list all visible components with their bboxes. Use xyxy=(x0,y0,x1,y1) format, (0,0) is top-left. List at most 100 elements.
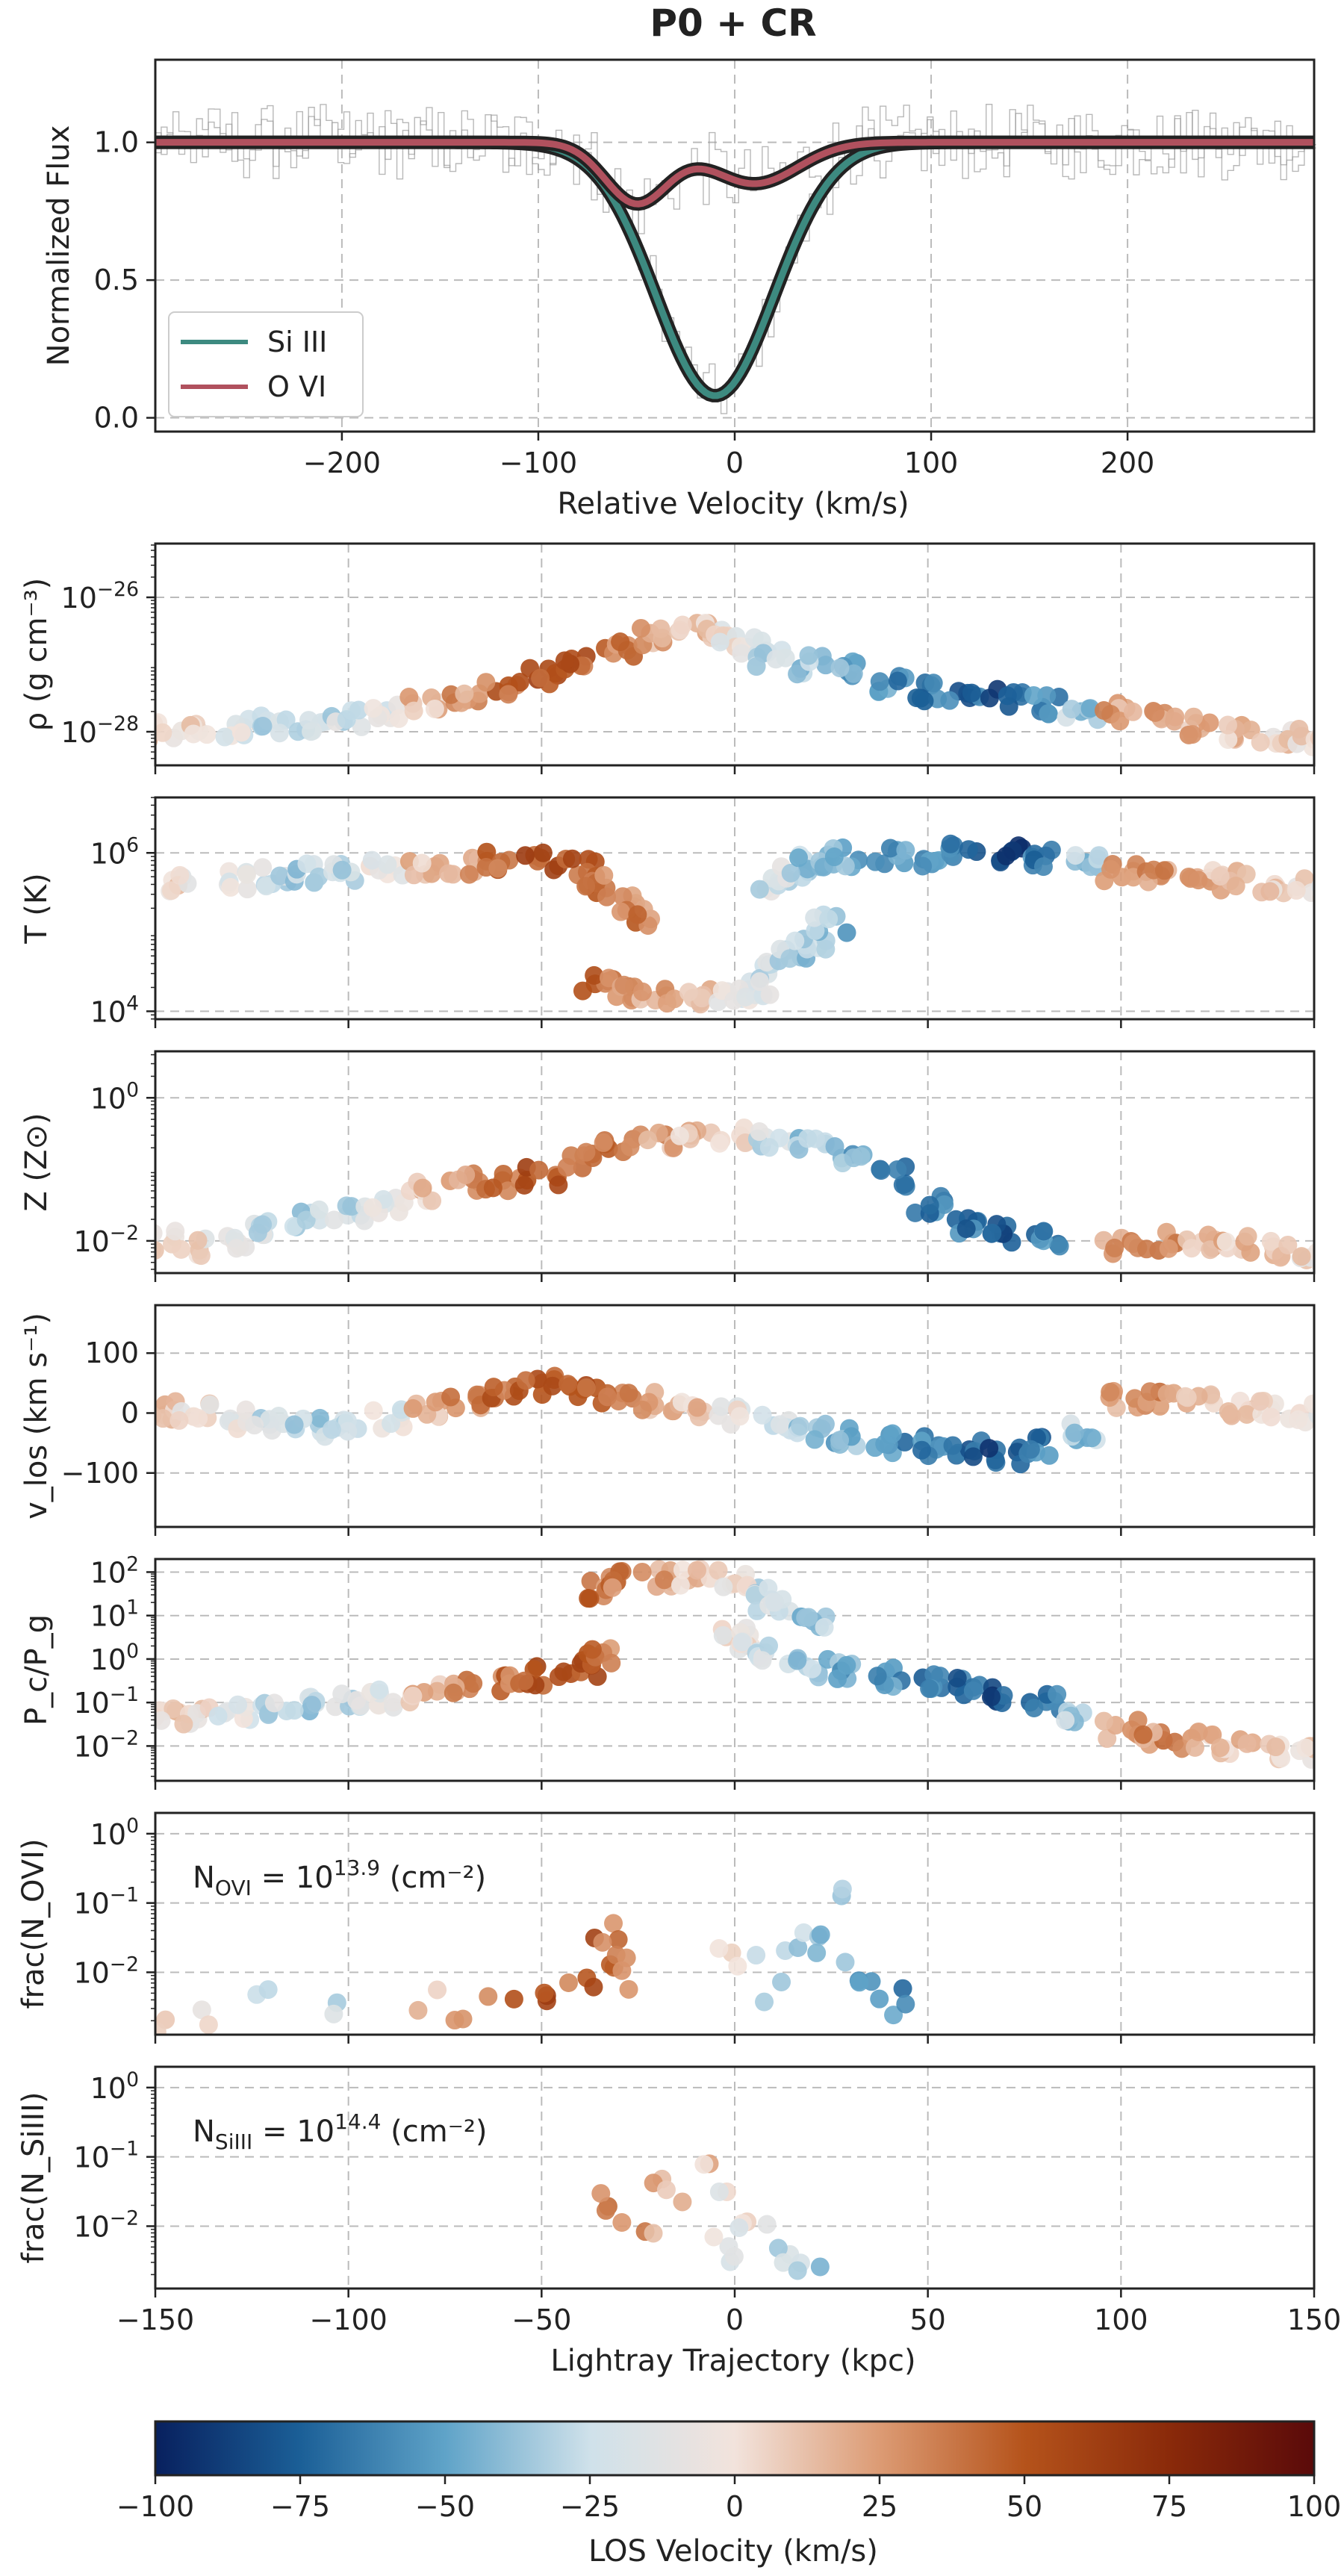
colorbar-tick-label: 50 xyxy=(1007,2490,1042,2523)
data-point xyxy=(197,725,217,744)
y-tick-label: 104 xyxy=(90,992,139,1028)
data-point xyxy=(868,1667,887,1686)
data-point xyxy=(1094,700,1113,720)
data-point xyxy=(559,1375,578,1394)
data-point xyxy=(906,1203,925,1222)
data-point xyxy=(1219,1402,1238,1422)
data-point xyxy=(941,834,960,853)
data-point xyxy=(963,1447,983,1466)
data-point xyxy=(870,1989,889,2009)
data-point xyxy=(557,1157,576,1177)
colorbar-label: LOS Velocity (km/s) xyxy=(588,2534,878,2569)
data-point xyxy=(1177,1388,1197,1407)
data-point xyxy=(309,1200,329,1219)
data-point xyxy=(184,724,203,744)
data-point xyxy=(352,717,371,736)
data-point xyxy=(221,877,240,897)
data-point xyxy=(389,709,408,728)
data-point xyxy=(799,1608,818,1627)
data-point xyxy=(815,1414,835,1434)
data-point xyxy=(1133,1725,1153,1744)
data-point xyxy=(1101,1382,1120,1401)
data-point xyxy=(750,1122,769,1142)
data-point xyxy=(1313,1245,1314,1251)
data-point xyxy=(533,843,553,862)
y-tick-label: 10−2 xyxy=(73,2207,139,2244)
data-point xyxy=(1056,1711,1075,1730)
data-point xyxy=(714,1577,733,1596)
data-point xyxy=(940,691,959,710)
data-point xyxy=(596,2200,615,2220)
data-point xyxy=(582,1640,602,1659)
data-point xyxy=(270,866,290,886)
data-point xyxy=(584,1977,603,1997)
data-point xyxy=(237,865,257,884)
data-point xyxy=(753,1651,772,1670)
data-point xyxy=(724,2247,744,2266)
data-point xyxy=(531,668,550,688)
data-point xyxy=(1226,877,1245,896)
data-point xyxy=(573,981,592,1001)
data-point xyxy=(799,646,818,665)
data-point xyxy=(794,1923,813,1942)
data-point xyxy=(253,858,273,877)
data-point xyxy=(603,1578,622,1597)
data-point xyxy=(912,1440,931,1460)
y-tick-label: 10−2 xyxy=(73,1222,139,1258)
colorbar-tick-label: 75 xyxy=(1151,2490,1187,2523)
data-point xyxy=(1065,1423,1084,1443)
data-point xyxy=(199,2015,218,2035)
data-point xyxy=(162,881,181,900)
data-point xyxy=(688,1398,707,1417)
data-point xyxy=(170,865,190,885)
data-point xyxy=(264,1693,284,1713)
data-point xyxy=(883,1424,902,1443)
data-point xyxy=(811,1925,830,1944)
data-point xyxy=(498,1181,517,1201)
y-axis-label: Normalized Flux xyxy=(42,125,76,367)
data-point xyxy=(602,1653,621,1673)
data-point xyxy=(788,2261,807,2280)
panels: −200 −100 0 100 200 0.0 0.5 1.0 Relative Velocit… xyxy=(16,58,1341,2378)
data-point xyxy=(805,908,824,927)
x-axis-label: Relative Velocity (km/s) xyxy=(557,487,909,521)
data-point xyxy=(728,1956,747,1976)
data-point xyxy=(710,1133,729,1153)
colorbar-gradient xyxy=(154,2420,1316,2477)
data-point xyxy=(555,651,574,671)
data-point xyxy=(1266,1737,1286,1757)
scatter-points xyxy=(155,1366,1314,1474)
column-density-annotation: NOVI = 1013.9 (cm⁻²) xyxy=(193,1855,486,1900)
data-point xyxy=(935,1195,954,1214)
data-point xyxy=(172,1239,191,1259)
data-point xyxy=(948,1669,967,1688)
data-point xyxy=(729,2218,749,2237)
y-tick-label: 10−2 xyxy=(73,1726,139,1763)
data-point xyxy=(1184,707,1204,727)
data-point xyxy=(1101,859,1121,879)
colorbar-tick-label: −75 xyxy=(270,2490,330,2523)
data-point xyxy=(562,849,582,868)
data-point xyxy=(412,853,432,873)
data-point xyxy=(516,846,535,865)
data-point xyxy=(1048,1684,1067,1704)
data-point xyxy=(499,685,518,704)
y-tick-label: 100 xyxy=(84,1337,139,1369)
data-point xyxy=(1200,713,1219,732)
data-point xyxy=(324,2004,343,2023)
colorbar: −100 −75 −50 −25 0 25 50 75 100 LOS Velocity (km/… xyxy=(116,2420,1341,2569)
data-point xyxy=(981,1687,1001,1707)
data-point xyxy=(750,972,769,992)
data-point xyxy=(880,839,900,858)
data-point xyxy=(579,1589,598,1608)
data-point xyxy=(464,1674,483,1693)
data-point xyxy=(576,877,596,896)
data-point xyxy=(404,701,423,721)
data-point xyxy=(963,1681,983,1700)
data-point xyxy=(632,1562,652,1581)
data-point xyxy=(772,1972,791,1991)
data-point xyxy=(253,717,273,736)
x-tick-label: −100 xyxy=(309,2303,387,2336)
data-point xyxy=(913,856,933,876)
data-point xyxy=(673,1561,692,1580)
